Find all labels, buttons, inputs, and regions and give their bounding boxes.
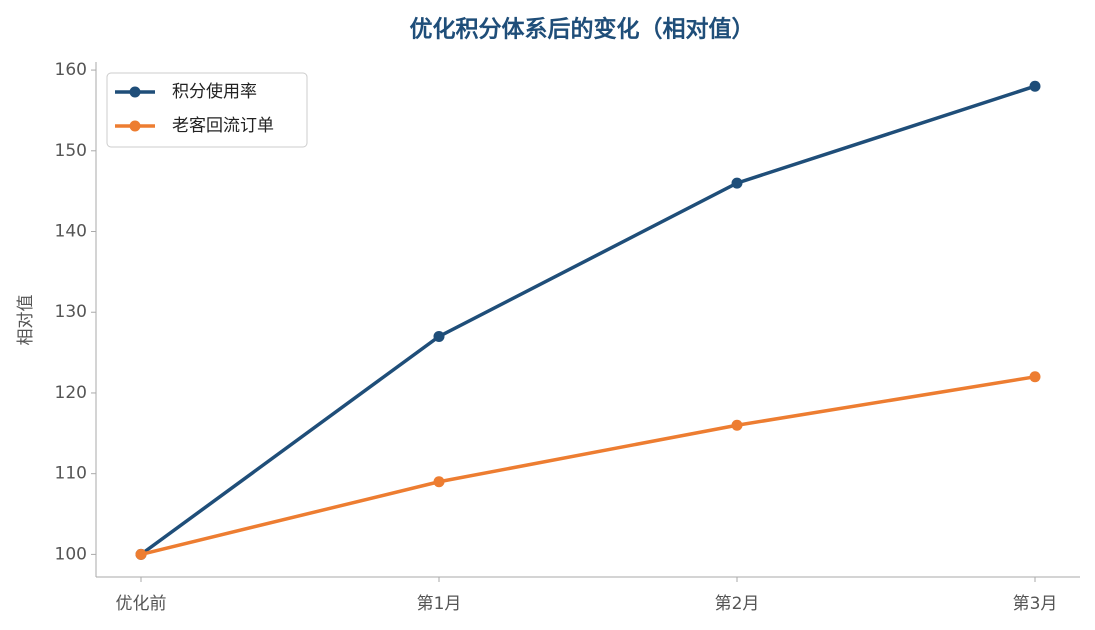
data-point [135, 548, 147, 560]
series-line [140, 375, 1036, 557]
y-tick-label: 120 [55, 383, 87, 403]
data-point [433, 330, 445, 342]
x-tick-label: 第1月 [417, 594, 462, 614]
data-point [731, 419, 743, 431]
legend-label: 老客回流订单 [172, 116, 274, 136]
legend-marker [129, 120, 141, 132]
y-tick-label: 100 [55, 544, 87, 564]
x-tick-label: 第3月 [1013, 594, 1058, 614]
y-axis-label: 相对值 [16, 295, 36, 346]
chart-title: 优化积分体系后的变化（相对值） [410, 16, 755, 43]
y-tick-label: 130 [55, 302, 87, 322]
y-tick-label: 110 [55, 464, 87, 484]
series-line [139, 84, 1036, 556]
x-tick-label: 优化前 [116, 594, 167, 614]
y-tick-label: 160 [55, 60, 87, 80]
legend-box [106, 72, 308, 148]
legend-label: 积分使用率 [172, 81, 257, 102]
y-tick-label: 140 [55, 222, 87, 242]
legend-marker [129, 86, 141, 98]
data-point [1029, 371, 1041, 383]
data-point [433, 476, 445, 488]
x-tick-label: 第2月 [715, 594, 760, 614]
data-point [731, 177, 743, 189]
data-point [1029, 80, 1041, 92]
y-tick-label: 150 [55, 141, 87, 161]
